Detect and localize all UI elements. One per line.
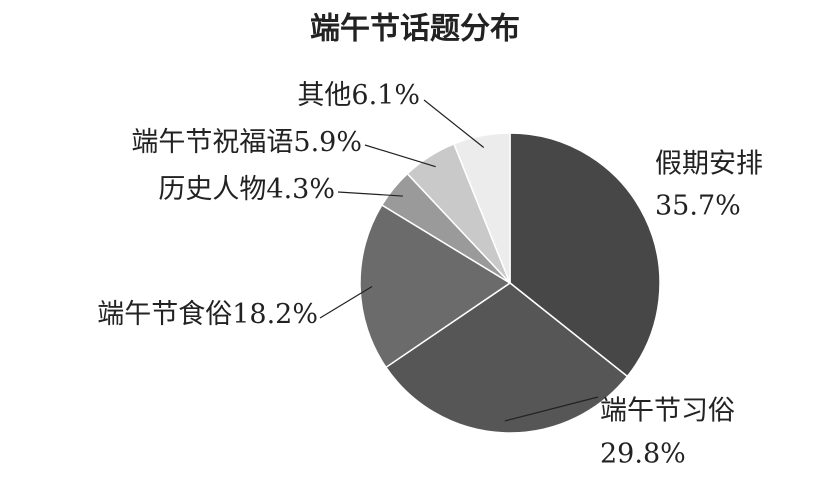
value-label: 18.2% [232, 299, 318, 330]
value-label: 4.3% [266, 174, 335, 205]
pie-slice [359, 203, 512, 369]
slice-label: 其他 [297, 80, 351, 111]
slice-label: 历史人物 [158, 174, 266, 205]
pie-slice [509, 132, 661, 378]
leader-line [504, 396, 599, 422]
slice-label-group: 端午节食俗18.2% [97, 299, 318, 330]
slice-label-group: 历史人物4.3% [158, 174, 335, 205]
pie-slice [384, 282, 629, 434]
slice-label: 端午节祝福语 [131, 127, 293, 158]
slice-label: 端午节习俗 [600, 396, 735, 427]
slice-label-group: 其他6.1% [297, 80, 420, 111]
slice-label-group: 端午节祝福语5.9% [131, 127, 362, 158]
slice-label: 端午节食俗 [97, 299, 232, 330]
value-label: 5.9% [293, 127, 362, 158]
slice-label: 假期安排 [655, 149, 763, 180]
chart-title: 端午节话题分布 [310, 12, 520, 47]
leader-line [337, 191, 403, 197]
value-label: 35.7% [655, 191, 741, 222]
pie-slice [452, 132, 511, 284]
leader-line [319, 285, 373, 319]
value-label: 6.1% [351, 80, 420, 111]
leader-line [423, 99, 485, 148]
value-label: 29.8% [600, 439, 686, 470]
leader-line [364, 144, 436, 168]
